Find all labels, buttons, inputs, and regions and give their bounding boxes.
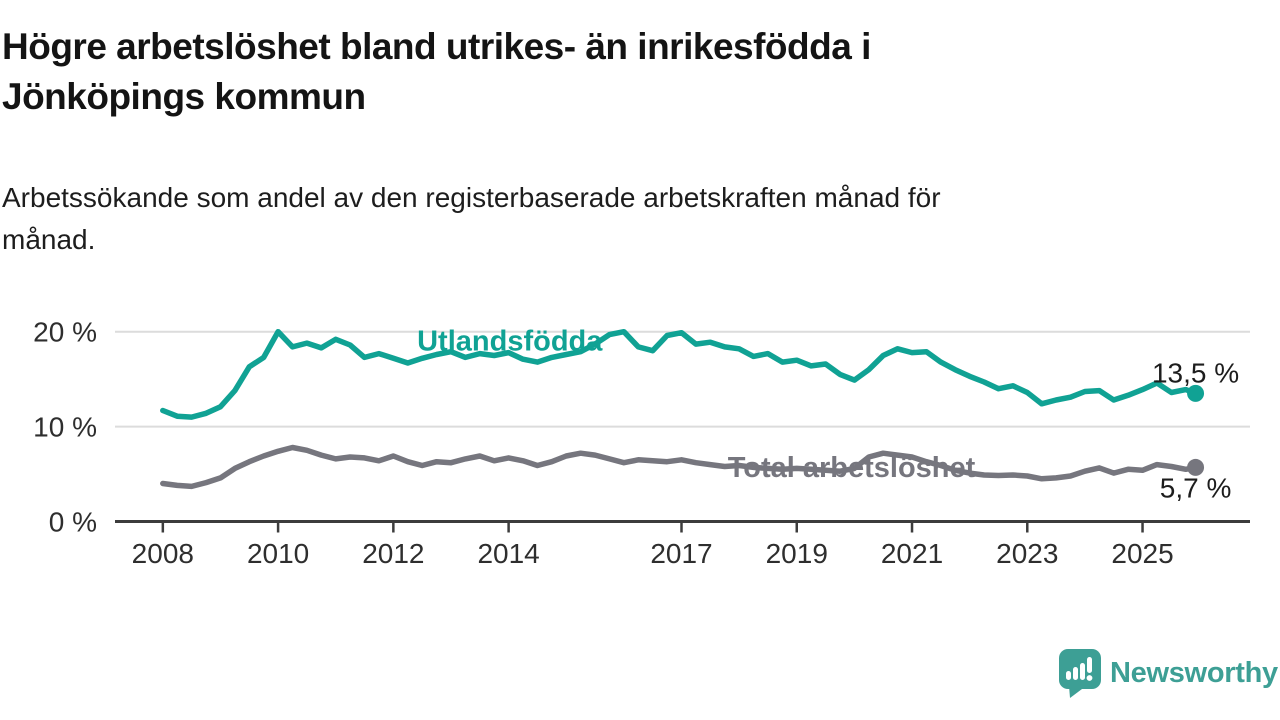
- x-tick-label: 2014: [477, 538, 539, 569]
- x-tick-label: 2019: [766, 538, 828, 569]
- x-tick-label: 2010: [247, 538, 309, 569]
- series-line-total: [160, 444, 1199, 490]
- series-end-dot: [1187, 384, 1205, 402]
- y-tick-label: 20 %: [33, 317, 97, 348]
- series-label: Total arbetslöshet: [728, 452, 976, 484]
- x-tick-label: 2025: [1111, 538, 1173, 569]
- page-subtitle: Arbetssökande som andel av den registerb…: [2, 182, 941, 255]
- newsworthy-logo-icon: [1059, 649, 1101, 698]
- newsworthy-logo: Newsworthy: [1058, 648, 1278, 698]
- page-title: Högre arbetslöshet bland utrikes- än inr…: [2, 26, 871, 117]
- x-tick-label: 2023: [996, 538, 1058, 569]
- series-label: Utlandsfödda: [417, 325, 603, 357]
- x-tick-label: 2012: [362, 538, 424, 569]
- y-tick-label: 0 %: [49, 507, 97, 538]
- series-end-value-label: 5,7 %: [1160, 472, 1232, 503]
- y-tick-label: 10 %: [33, 412, 97, 443]
- x-tick-label: 2017: [650, 538, 712, 569]
- newsworthy-logo-text: Newsworthy: [1110, 656, 1278, 689]
- series-end-dot: [1187, 458, 1205, 476]
- series-line-utlandsfodda: [160, 328, 1199, 420]
- x-tick-label: 2008: [132, 538, 194, 569]
- series-end-value-label: 13,5 %: [1152, 357, 1239, 388]
- x-tick-label: 2021: [881, 538, 943, 569]
